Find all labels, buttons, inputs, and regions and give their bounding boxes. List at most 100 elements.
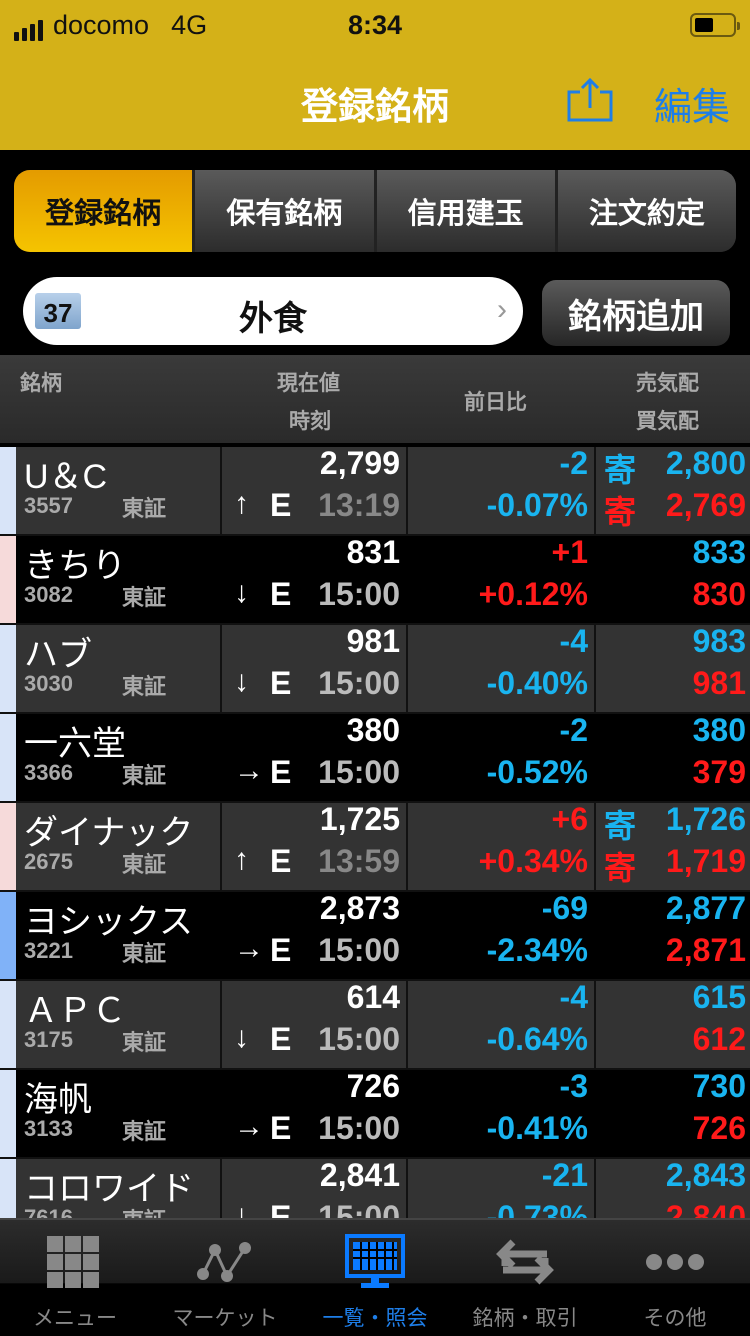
change-cell: -4 -0.40% [406, 623, 594, 712]
exchange-flag: E [270, 1199, 292, 1218]
edit-button[interactable]: 編集 [653, 87, 730, 129]
segment-registered[interactable]: 登録銘柄 [14, 170, 193, 252]
change-percent: -0.73% [486, 1199, 588, 1218]
trend-indicator [0, 803, 16, 890]
segment-orders[interactable]: 注文約定 [554, 170, 736, 252]
change-cell: -2 -0.07% [406, 447, 594, 534]
stock-row[interactable]: ヨシックス 3221 東証 2,873 → E 15:00 -69 -2.34% 2,877 2,8… [0, 890, 750, 981]
tick-arrow-icon: ↓ [234, 665, 249, 698]
nav-bar: 登録銘柄 編集 [0, 52, 750, 150]
current-price: 2,841 [319, 1157, 400, 1193]
column-header: 銘柄 現在値 時刻 前日比 売気配 買気配 [0, 355, 750, 443]
change-percent: -0.07% [486, 487, 588, 523]
trend-indicator [0, 1159, 16, 1218]
bid-price: 612 [692, 1021, 746, 1057]
monitor-list-icon [345, 1234, 405, 1288]
tick-arrow-icon: → [234, 932, 264, 965]
bid-price: 379 [692, 754, 746, 790]
tab-market[interactable]: マーケット [150, 1220, 300, 1336]
tab-list[interactable]: 一覧・照会 [300, 1220, 450, 1336]
tab-label: 銘柄・取引 [472, 1307, 578, 1330]
change-cell: +6 +0.34% [406, 801, 594, 890]
tab-label: マーケット [172, 1307, 278, 1330]
change-percent: -0.64% [486, 1021, 588, 1057]
stock-row[interactable]: 一六堂 3366 東証 380 → E 15:00 -2 -0.52% 380 379 [0, 712, 750, 803]
col-ask: 売気配 [636, 372, 699, 395]
status-bar: docomo 4G 8:34 [0, 0, 750, 52]
tab-trade[interactable]: 銘柄・取引 [450, 1220, 600, 1336]
current-price: 726 [346, 1068, 400, 1104]
current-price: 1,725 [319, 801, 400, 837]
exchange-flag: E [270, 1021, 292, 1057]
tick-arrow-icon: ↑ [234, 487, 249, 520]
change-percent: +0.34% [478, 843, 588, 879]
quote-cell: 983 981 [594, 623, 750, 712]
tab-menu[interactable]: メニュー [0, 1220, 150, 1336]
stock-code: 3030 [24, 671, 73, 696]
stock-code: 2675 [24, 849, 73, 874]
quote-cell: 寄 1,726 寄 1,719 [594, 801, 750, 890]
market: 東証 [122, 1203, 166, 1218]
col-bid: 買気配 [636, 410, 699, 433]
bid-price: 2,840 [665, 1199, 746, 1218]
carrier-name: docomo [53, 10, 150, 40]
trend-indicator [0, 1070, 16, 1157]
col-price: 現在値 [277, 372, 340, 395]
stock-code: 3366 [24, 760, 73, 785]
stock-list[interactable]: U＆C 3557 東証 2,799 ↑ E 13:19 -2 -0.07% 寄 2,800 寄 2,76… [0, 447, 750, 1218]
quote-cell: 2,877 2,871 [594, 890, 750, 979]
stock-row[interactable]: ダイナック 2675 東証 1,725 ↑ E 13:59 +6 +0.34% 寄 1,726 寄 1,… [0, 801, 750, 892]
exchange-flag: E [270, 487, 292, 523]
trade-time: 15:00 [318, 932, 400, 968]
folder-selector[interactable]: 37 外食 › [23, 277, 523, 345]
stock-row[interactable]: ハブ 3030 東証 981 ↓ E 15:00 -4 -0.40% 983 981 [0, 623, 750, 714]
price-cell: 2,799 ↑ E 13:19 [220, 447, 406, 534]
add-stock-button[interactable]: 銘柄追加 [542, 280, 730, 346]
tab-other[interactable]: その他 [600, 1220, 750, 1336]
stock-name: ハブ [24, 636, 92, 674]
name-cell: きちり 3082 東証 [16, 536, 218, 623]
change-cell: -69 -2.34% [406, 890, 594, 979]
exchange-flag: E [270, 665, 292, 701]
market: 東証 [122, 763, 167, 788]
change-percent: -0.41% [486, 1110, 588, 1146]
change: -2 [559, 712, 588, 748]
ask-price: 2,877 [665, 890, 746, 926]
market: 東証 [122, 496, 167, 521]
current-price: 981 [346, 623, 400, 659]
stock-row[interactable]: きちり 3082 東証 831 ↓ E 15:00 +1 +0.12% 833 830 [0, 534, 750, 625]
bid-price: 830 [692, 576, 746, 612]
col-name: 銘柄 [20, 372, 62, 395]
current-price: 831 [346, 534, 400, 570]
stock-row[interactable]: U＆C 3557 東証 2,799 ↑ E 13:19 -2 -0.07% 寄 2,800 寄 2,76… [0, 447, 750, 536]
exchange-flag: E [270, 843, 292, 879]
share-icon[interactable] [566, 78, 614, 122]
trend-indicator [0, 447, 16, 534]
stock-row[interactable]: 海帆 3133 東証 726 → E 15:00 -3 -0.41% 730 726 [0, 1068, 750, 1159]
page-title: 登録銘柄 [301, 86, 449, 127]
bid-price: 981 [692, 665, 746, 701]
stock-name: ＡＰＣ [24, 992, 126, 1030]
tick-arrow-icon: ↓ [234, 1021, 249, 1054]
trend-indicator [0, 625, 16, 712]
bid-special-mark: 寄 [604, 494, 637, 530]
change-percent: -0.40% [486, 665, 588, 701]
market: 東証 [122, 852, 167, 877]
segment-holdings[interactable]: 保有銘柄 [192, 170, 374, 252]
price-cell: 380 → E 15:00 [220, 712, 406, 801]
segment-margin[interactable]: 信用建玉 [373, 170, 555, 252]
trade-time: 13:59 [318, 843, 400, 879]
stock-row[interactable]: ＡＰＣ 3175 東証 614 ↓ E 15:00 -4 -0.64% 615 612 [0, 979, 750, 1070]
change-percent: -2.34% [486, 932, 588, 968]
stock-code: 3221 [24, 938, 73, 963]
stock-name: コロワイド [24, 1170, 194, 1208]
name-cell: U＆C 3557 東証 [16, 447, 218, 534]
exchange-flag: E [270, 932, 292, 968]
stock-name: 一六堂 [24, 725, 126, 763]
tick-arrow-icon: ↑ [234, 843, 249, 876]
stock-row[interactable]: コロワイド7616東証2,841↓E15:00-21-0.73%2,8432,8… [0, 1157, 750, 1218]
quote-cell: 寄 2,800 寄 2,769 [594, 447, 750, 534]
bid-price: 2,871 [665, 932, 746, 968]
bid-price: 2,769 [665, 487, 746, 523]
trend-indicator [0, 536, 16, 623]
